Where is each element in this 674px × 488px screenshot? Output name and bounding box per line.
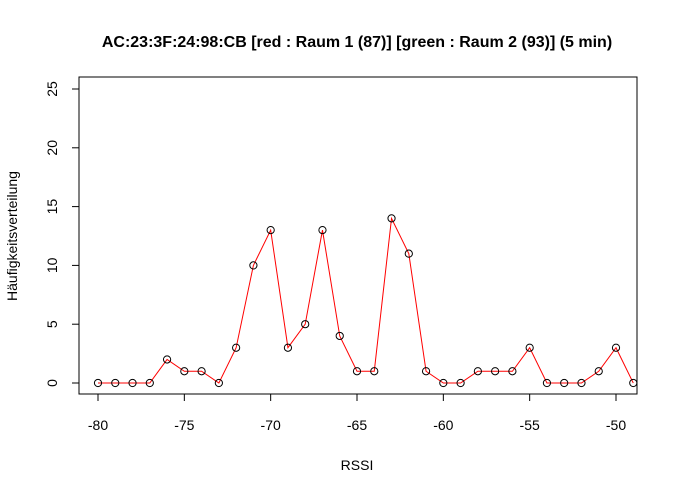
data-point (560, 378, 569, 388)
data-point (93, 378, 103, 388)
data-point (542, 378, 552, 388)
x-tick-label: -60 (433, 417, 453, 433)
y-tick-label: 10 (44, 257, 60, 273)
plot-area-border (78, 76, 638, 395)
data-point (577, 378, 586, 388)
x-tick-label: -55 (520, 417, 540, 433)
data-point (335, 331, 344, 341)
x-axis: -80 -75 -70 -65 -60 -55 -50 (88, 393, 626, 433)
data-point (145, 378, 154, 388)
data-point (111, 378, 120, 388)
data-point (232, 343, 241, 352)
data-point (249, 261, 258, 270)
x-tick-label: -65 (347, 417, 367, 433)
data-point (525, 343, 534, 352)
data-point (404, 249, 413, 258)
data-point (180, 367, 189, 376)
data-point (128, 378, 137, 388)
data-point (594, 367, 603, 376)
x-tick-label: -80 (88, 417, 108, 433)
series-layer (93, 214, 638, 388)
y-tick-label: 25 (44, 81, 60, 97)
y-axis-label: Häufigkeitsverteilung (4, 171, 20, 301)
y-tick-label: 20 (44, 140, 60, 156)
y-axis: 0 5 10 15 20 25 (44, 81, 80, 387)
series-line (98, 216, 634, 384)
data-point (370, 367, 379, 376)
x-axis-label: RSSI (341, 457, 374, 473)
y-tick-label: 0 (44, 379, 60, 387)
data-point (197, 367, 206, 376)
x-tick-label: -70 (261, 417, 281, 433)
data-point (473, 367, 482, 376)
data-point (387, 214, 396, 223)
data-point (508, 367, 517, 376)
data-point (439, 378, 448, 388)
x-tick-label: -75 (174, 417, 194, 433)
data-point (629, 378, 638, 388)
data-point (491, 367, 500, 376)
chart-title: AC:23:3F:24:98:CB [red : Raum 1 (87)] [g… (102, 34, 612, 51)
y-tick-label: 5 (44, 320, 60, 328)
data-point (352, 367, 362, 376)
data-point (162, 355, 172, 364)
data-point (301, 320, 310, 329)
data-point (611, 343, 621, 352)
data-point (266, 226, 275, 235)
y-tick-label: 15 (44, 199, 60, 215)
data-point (421, 367, 431, 376)
data-point (283, 343, 293, 352)
data-point (318, 226, 327, 235)
data-point (214, 378, 223, 388)
data-point (456, 378, 465, 388)
x-tick-label: -50 (606, 417, 626, 433)
